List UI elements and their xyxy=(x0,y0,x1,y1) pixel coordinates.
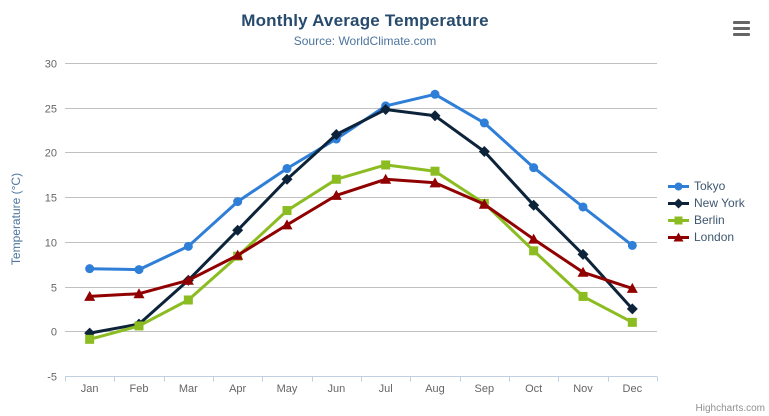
data-point[interactable] xyxy=(429,177,441,188)
x-axis-category-label: Apr xyxy=(229,383,246,395)
series-new-york xyxy=(84,104,638,339)
y-axis-tick-label: 0 xyxy=(51,327,57,339)
data-point[interactable] xyxy=(330,129,342,141)
y-axis-tick-label: 10 xyxy=(45,238,57,250)
legend-label: Berlin xyxy=(694,213,725,227)
data-point[interactable] xyxy=(134,321,144,331)
data-point[interactable] xyxy=(330,189,342,200)
data-point[interactable] xyxy=(627,317,637,327)
x-axis-category-label: Aug xyxy=(425,383,445,395)
export-menu-button[interactable] xyxy=(729,18,753,40)
x-axis-category-label: Jun xyxy=(327,383,345,395)
data-point[interactable] xyxy=(430,166,440,176)
data-point[interactable] xyxy=(183,295,193,305)
data-point[interactable] xyxy=(281,173,293,185)
data-point[interactable] xyxy=(578,291,588,301)
data-point[interactable] xyxy=(626,303,638,315)
data-point[interactable] xyxy=(183,241,193,251)
hamburger-menu-icon xyxy=(732,21,750,37)
data-point[interactable] xyxy=(626,282,638,293)
data-point[interactable] xyxy=(381,160,391,170)
x-axis-category-label: Oct xyxy=(525,383,542,395)
data-point[interactable] xyxy=(528,233,540,244)
data-point[interactable] xyxy=(429,110,441,122)
legend-item-tokyo[interactable]: Tokyo xyxy=(668,178,745,194)
data-point[interactable] xyxy=(577,248,589,260)
diamond-marker-icon xyxy=(668,198,689,208)
x-axis-category-label: Jan xyxy=(81,383,99,395)
chart-title: Monthly Average Temperature xyxy=(241,11,489,30)
data-point[interactable] xyxy=(84,290,96,301)
x-axis-category-label: Feb xyxy=(130,383,149,395)
data-point[interactable] xyxy=(380,173,392,184)
legend-item-berlin[interactable]: Berlin xyxy=(668,212,745,228)
y-axis-tick-label: -5 xyxy=(47,372,57,384)
data-point[interactable] xyxy=(578,202,588,212)
legend-label: Tokyo xyxy=(694,179,726,193)
y-axis-tick-label: 30 xyxy=(45,59,57,71)
series-line[interactable] xyxy=(88,108,634,335)
legend-item-new-york[interactable]: New York xyxy=(668,195,745,211)
series-tokyo xyxy=(85,89,637,275)
legend-item-london[interactable]: London xyxy=(668,229,745,245)
x-axis-category-label: Mar xyxy=(179,383,198,395)
data-point[interactable] xyxy=(85,334,95,344)
data-point[interactable] xyxy=(182,274,194,285)
legend-label: New York xyxy=(694,196,745,210)
data-point[interactable] xyxy=(134,265,144,275)
y-axis-title: Temperature (°C) xyxy=(9,172,23,266)
legend-marker[interactable] xyxy=(673,232,684,241)
chart-subtitle: Source: WorldClimate.com xyxy=(293,34,437,48)
y-axis-tick-label: 5 xyxy=(51,283,57,295)
legend: Tokyo New York Berlin London xyxy=(668,178,745,245)
data-point[interactable] xyxy=(430,89,440,99)
legend-label: London xyxy=(694,230,735,244)
x-axis-category-label: May xyxy=(277,383,298,395)
data-point[interactable] xyxy=(478,146,490,158)
circle-marker-icon xyxy=(668,182,689,190)
data-point[interactable] xyxy=(281,219,293,230)
data-point[interactable] xyxy=(331,174,341,184)
data-point[interactable] xyxy=(85,264,95,274)
x-axis-category-label: Nov xyxy=(573,383,593,395)
x-axis-category-label: Jul xyxy=(379,383,393,395)
data-point[interactable] xyxy=(282,164,292,174)
data-point[interactable] xyxy=(232,249,244,260)
data-point[interactable] xyxy=(282,206,292,216)
y-axis-tick-label: 20 xyxy=(45,148,57,160)
data-point[interactable] xyxy=(627,240,637,250)
data-point[interactable] xyxy=(233,197,243,207)
data-point[interactable] xyxy=(478,198,490,209)
x-axis-category-label: Dec xyxy=(623,383,643,395)
data-point[interactable] xyxy=(577,266,589,277)
y-axis-tick-label: 15 xyxy=(45,193,57,205)
series-berlin xyxy=(85,160,637,344)
data-point[interactable] xyxy=(528,199,540,211)
legend-marker[interactable] xyxy=(674,182,683,190)
data-point[interactable] xyxy=(133,288,145,299)
legend-marker[interactable] xyxy=(673,198,684,208)
data-point[interactable] xyxy=(232,224,244,236)
series-london xyxy=(84,173,638,301)
credits-link[interactable]: Highcharts.com xyxy=(695,403,765,414)
series-line[interactable] xyxy=(88,177,634,298)
data-point[interactable] xyxy=(529,246,539,256)
data-point[interactable] xyxy=(529,163,539,173)
x-axis-category-label: Sep xyxy=(475,383,495,395)
series-line[interactable] xyxy=(88,163,634,341)
square-marker-icon xyxy=(668,216,689,224)
triangle-marker-icon xyxy=(668,232,689,241)
y-axis-tick-label: 25 xyxy=(45,104,57,116)
data-point[interactable] xyxy=(479,118,489,128)
data-point[interactable] xyxy=(380,104,392,116)
legend-marker[interactable] xyxy=(674,216,683,224)
